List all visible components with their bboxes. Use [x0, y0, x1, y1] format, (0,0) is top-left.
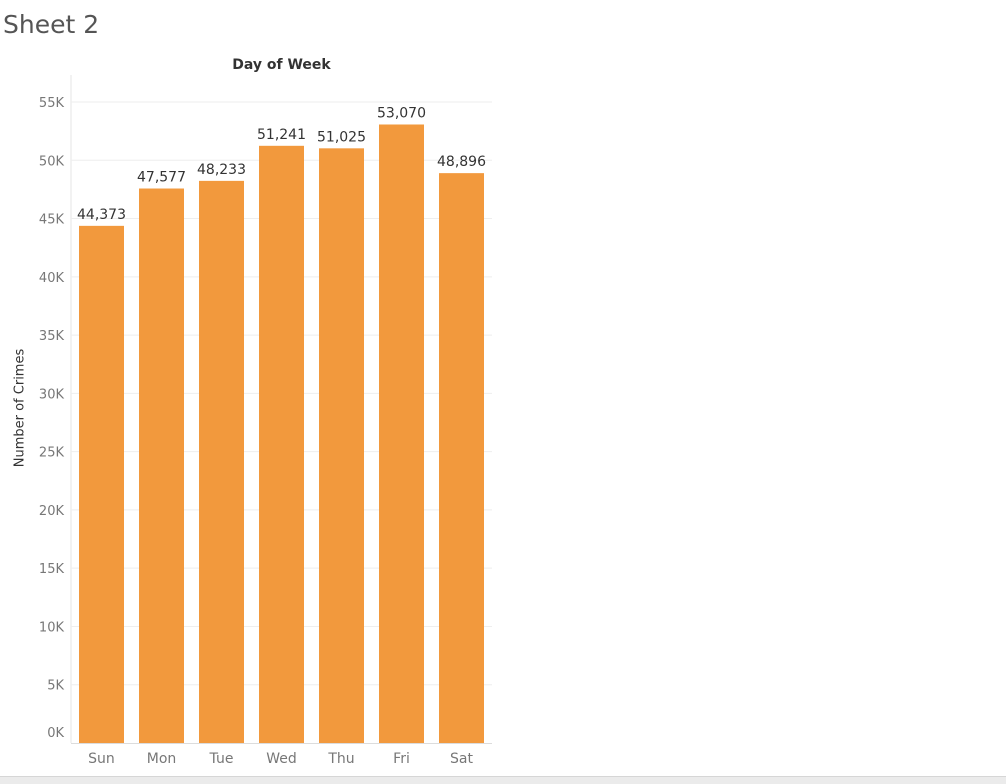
x-tick-label: Wed [266, 751, 297, 767]
bar [199, 180, 244, 743]
y-tick-label: 55K [39, 96, 65, 111]
sheet-title: Sheet 2 [3, 10, 100, 39]
bar-value-label: 51,241 [257, 127, 306, 143]
bar [319, 148, 364, 744]
bar-value-label: 51,025 [317, 129, 366, 145]
x-tick-label: Fri [393, 751, 410, 767]
x-tick-label: Mon [147, 751, 177, 767]
y-tick-label: 0K [47, 726, 64, 741]
bottom-scrollbar[interactable] [0, 776, 1006, 784]
bar [139, 188, 184, 743]
y-tick-label: 50K [39, 154, 65, 169]
bar-value-label: 44,373 [77, 207, 126, 223]
y-tick-label: 5K [47, 679, 64, 694]
column-header: Day of Week [232, 57, 331, 73]
y-tick-label: 30K [39, 387, 65, 402]
bars [79, 124, 484, 744]
y-tick-label: 10K [39, 620, 65, 635]
y-tick-label: 35K [39, 329, 65, 344]
bar [259, 145, 304, 743]
bar-value-label: 47,577 [137, 170, 186, 186]
bar [379, 124, 424, 743]
x-tick-labels: Sun Mon Tue Wed Thu Fri Sat [88, 751, 473, 767]
bar [439, 173, 484, 743]
bar [79, 225, 124, 744]
bar-value-label: 48,896 [437, 154, 486, 170]
y-tick-label: 15K [39, 562, 65, 577]
y-tick-label: 25K [39, 446, 65, 461]
y-tick-label: 40K [39, 271, 65, 286]
y-tick-label: 20K [39, 504, 65, 519]
value-labels: 44,373 47,577 48,233 51,241 51,025 53,070 48,8… [77, 105, 486, 222]
x-tick-label: Sat [450, 751, 473, 767]
x-tick-label: Sun [88, 751, 115, 767]
x-tick-label: Thu [327, 751, 354, 767]
y-tick-labels: 0K 5K 10K 15K 20K 25K 30K 35K 40K 45K 50K 55K [39, 96, 65, 741]
y-tick-label: 45K [39, 213, 65, 228]
bar-value-label: 53,070 [377, 105, 426, 121]
x-tick-label: Tue [209, 751, 234, 767]
bar-value-label: 48,233 [197, 162, 246, 178]
